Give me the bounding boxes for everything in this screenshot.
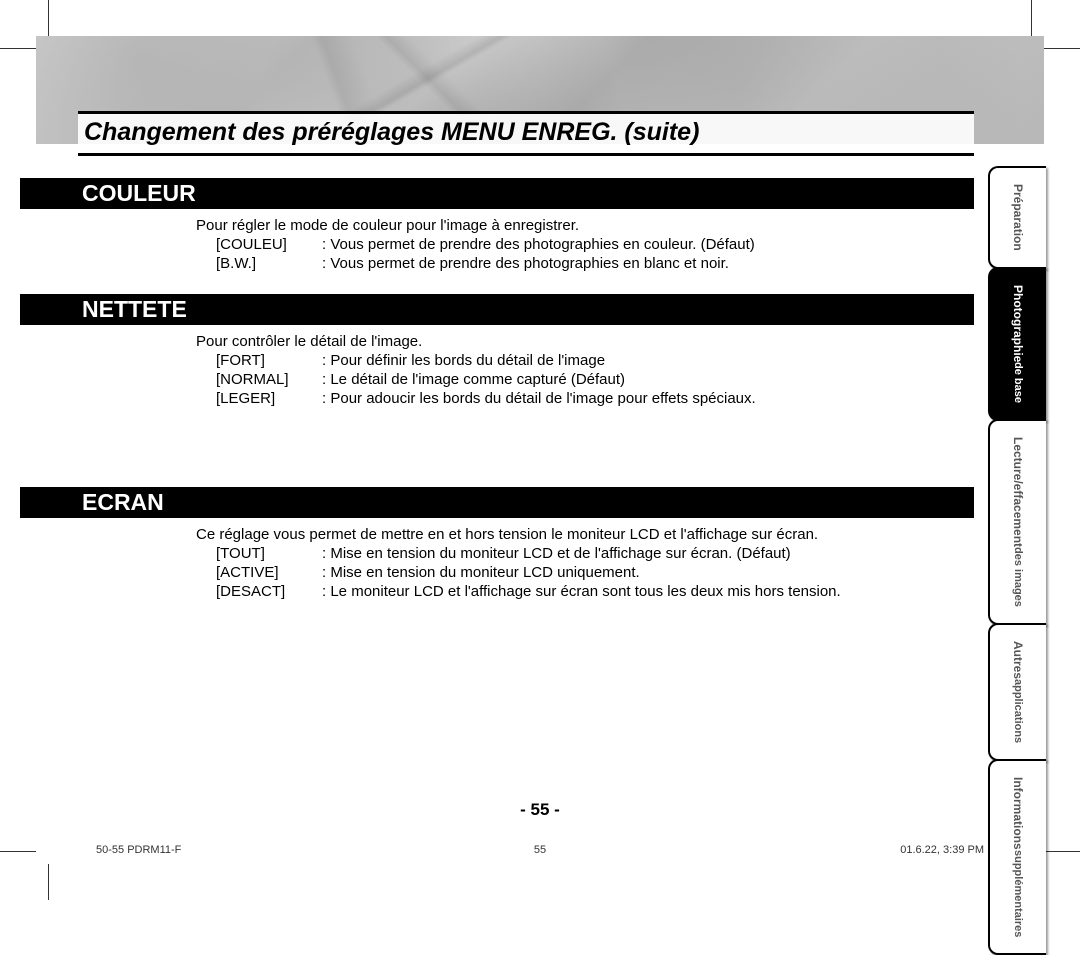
page-number: - 55 -	[36, 800, 1044, 820]
option-desc: Mise en tension du moniteur LCD uniqueme…	[322, 564, 640, 581]
side-tab[interactable]: Préparation	[988, 166, 1046, 269]
option-row: [LEGER] Pour adoucir les bords du détail …	[216, 390, 974, 407]
option-label: [FORT]	[216, 352, 316, 369]
side-tabs: PréparationPhotographiede baseLecture/ef…	[988, 166, 1046, 953]
section-intro: Ce réglage vous permet de mettre en et h…	[196, 526, 974, 543]
option-row: [B.W.] Vous permet de prendre des photogr…	[216, 255, 974, 272]
footer-page: 55	[534, 844, 546, 856]
section-header: ECRAN	[20, 487, 974, 518]
footer-meta: 50-55 PDRM11-F 55 01.6.22, 3:39 PM	[96, 844, 984, 856]
option-row: [FORT] Pour définir les bords du détail d…	[216, 352, 974, 369]
side-tab[interactable]: Informationssupplémentaires	[988, 759, 1046, 955]
section-intro: Pour contrôler le détail de l'image.	[196, 333, 974, 350]
option-label: [ACTIVE]	[216, 564, 316, 581]
option-desc: Pour définir les bords du détail de l'im…	[322, 352, 605, 369]
side-tab[interactable]: Photographiede base	[988, 267, 1046, 421]
section-heading: NETTETE	[78, 294, 195, 325]
option-row: [ACTIVE] Mise en tension du moniteur LCD …	[216, 564, 974, 581]
footer-timestamp: 01.6.22, 3:39 PM	[546, 844, 984, 856]
option-row: [COULEU] Vous permet de prendre des photo…	[216, 236, 974, 253]
page-title: Changement des préréglages MENU ENREG. (…	[78, 111, 974, 156]
side-tab[interactable]: Autresapplications	[988, 623, 1046, 761]
option-desc: Le détail de l'image comme capturé (Défa…	[322, 371, 625, 388]
section-heading: ECRAN	[78, 487, 172, 518]
option-desc: Le moniteur LCD et l'affichage sur écran…	[322, 583, 841, 600]
option-row: [DESACT] Le moniteur LCD et l'affichage s…	[216, 583, 974, 600]
option-label: [TOUT]	[216, 545, 316, 562]
option-label: [LEGER]	[216, 390, 316, 407]
option-label: [COULEU]	[216, 236, 316, 253]
option-label: [NORMAL]	[216, 371, 316, 388]
option-desc: Mise en tension du moniteur LCD et de l'…	[322, 545, 791, 562]
manual-page: Changement des préréglages MENU ENREG. (…	[36, 36, 1044, 864]
option-label: [DESACT]	[216, 583, 316, 600]
side-tab[interactable]: Lecture/effacementdes images	[988, 419, 1046, 625]
section-block: NETTETEPour contrôler le détail de l'ima…	[78, 294, 974, 407]
section-header: COULEUR	[20, 178, 974, 209]
footer-file: 50-55 PDRM11-F	[96, 844, 534, 856]
option-row: [TOUT] Mise en tension du moniteur LCD et…	[216, 545, 974, 562]
section-block: ECRAN Ce réglage vous permet de mettre en…	[78, 487, 974, 600]
option-desc: Vous permet de prendre des photographies…	[322, 255, 729, 272]
option-label: [B.W.]	[216, 255, 316, 272]
page-content: Changement des préréglages MENU ENREG. (…	[78, 36, 974, 864]
section-heading: COULEUR	[78, 178, 204, 209]
section-header: NETTETE	[20, 294, 974, 325]
section-block: COULEUR Pour régler le mode de couleur po…	[78, 178, 974, 272]
option-desc: Vous permet de prendre des photographies…	[322, 236, 755, 253]
option-desc: Pour adoucir les bords du détail de l'im…	[322, 390, 756, 407]
option-row: [NORMAL] Le détail de l'image comme captu…	[216, 371, 974, 388]
section-intro: Pour régler le mode de couleur pour l'im…	[196, 217, 974, 234]
